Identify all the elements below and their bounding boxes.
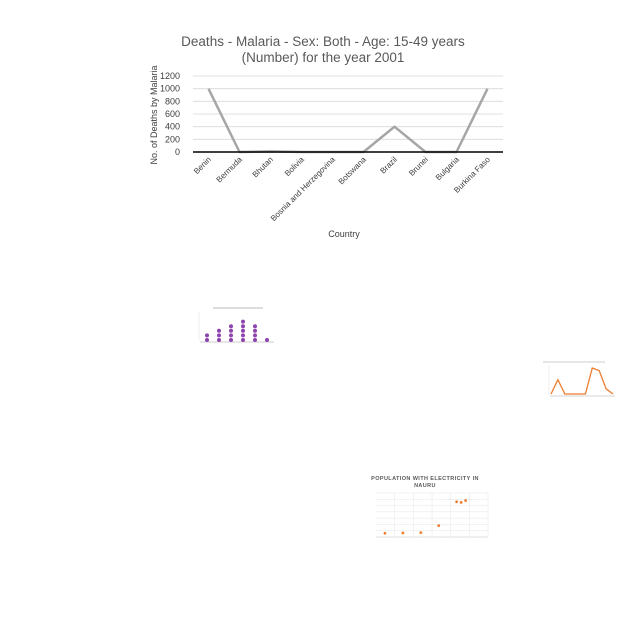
x-tick-label: Bolivia [283, 155, 306, 178]
x-tick-label: Bosnia and Herzegovina [269, 155, 337, 223]
dot-marker [241, 324, 245, 329]
data-point [437, 524, 441, 528]
y-axis-title: No. of Deaths by Malaria [149, 65, 159, 164]
nauru-scatter-chart: POPULATION WITH ELECTRICITY IN NAURU [371, 476, 489, 538]
dot-marker [229, 324, 233, 329]
x-tick-label: Botswana [337, 155, 369, 187]
scatter-title-line1: POPULATION WITH ELECTRICITY IN [371, 476, 479, 482]
dot-marker [241, 328, 245, 333]
data-point [459, 501, 463, 504]
gridlines [376, 492, 489, 537]
y-tick-label: 1200 [160, 71, 180, 81]
dot-marker [217, 338, 221, 342]
dot-marker [241, 333, 245, 338]
y-tick-label: 0 [175, 147, 180, 157]
series-line [550, 367, 614, 395]
gridlines [193, 75, 503, 140]
x-tick-label: Bulgaria [434, 155, 462, 183]
x-axis-title: Country [328, 229, 360, 239]
dot-marker [253, 333, 257, 338]
dot-marker [253, 338, 257, 342]
dot-marker [217, 328, 221, 333]
y-tick-labels: 0 200 400 600 800 1000 1200 [160, 71, 180, 157]
dot-marker [217, 333, 221, 338]
dot-marker [229, 328, 233, 333]
dot-chart-thumbnail [196, 303, 278, 348]
dot-marker [253, 328, 257, 333]
scatter-title-line2: NAURU [414, 483, 436, 489]
dot-marker [229, 338, 233, 342]
x-tick-label: Brazil [378, 155, 399, 176]
x-tick-label: Brunei [407, 155, 430, 178]
chart-title-line1: Deaths - Malaria - Sex: Both - Age: 15-4… [181, 34, 465, 49]
x-tick-label: Bermuda [215, 155, 245, 185]
dot-marker [205, 333, 209, 338]
data-point [401, 531, 405, 535]
dot-marker [241, 319, 245, 324]
y-tick-label: 800 [165, 96, 180, 106]
dot-marker [241, 338, 245, 342]
thumbnail-background [196, 303, 278, 348]
y-tick-label: 400 [165, 122, 180, 132]
orange-line-thumbnail [543, 361, 615, 397]
dot-series [205, 319, 269, 342]
malaria-deaths-chart: Deaths - Malaria - Sex: Both - Age: 15-4… [149, 34, 503, 239]
scatter-points [383, 499, 467, 535]
dot-marker [253, 324, 257, 329]
dot-marker [229, 333, 233, 338]
dot-marker [205, 338, 209, 342]
y-tick-label: 600 [165, 109, 180, 119]
data-point [419, 531, 423, 534]
x-tick-label: Benin [192, 155, 213, 176]
data-point [455, 500, 459, 504]
y-tick-label: 1000 [160, 84, 180, 94]
series-line [207, 88, 489, 154]
chart-title-line2: (Number) for the year 2001 [242, 50, 405, 65]
data-point [383, 531, 387, 535]
x-tick-label: Bhutan [251, 155, 275, 179]
data-point [464, 499, 467, 502]
dot-marker [265, 338, 269, 342]
y-tick-label: 200 [165, 134, 180, 144]
